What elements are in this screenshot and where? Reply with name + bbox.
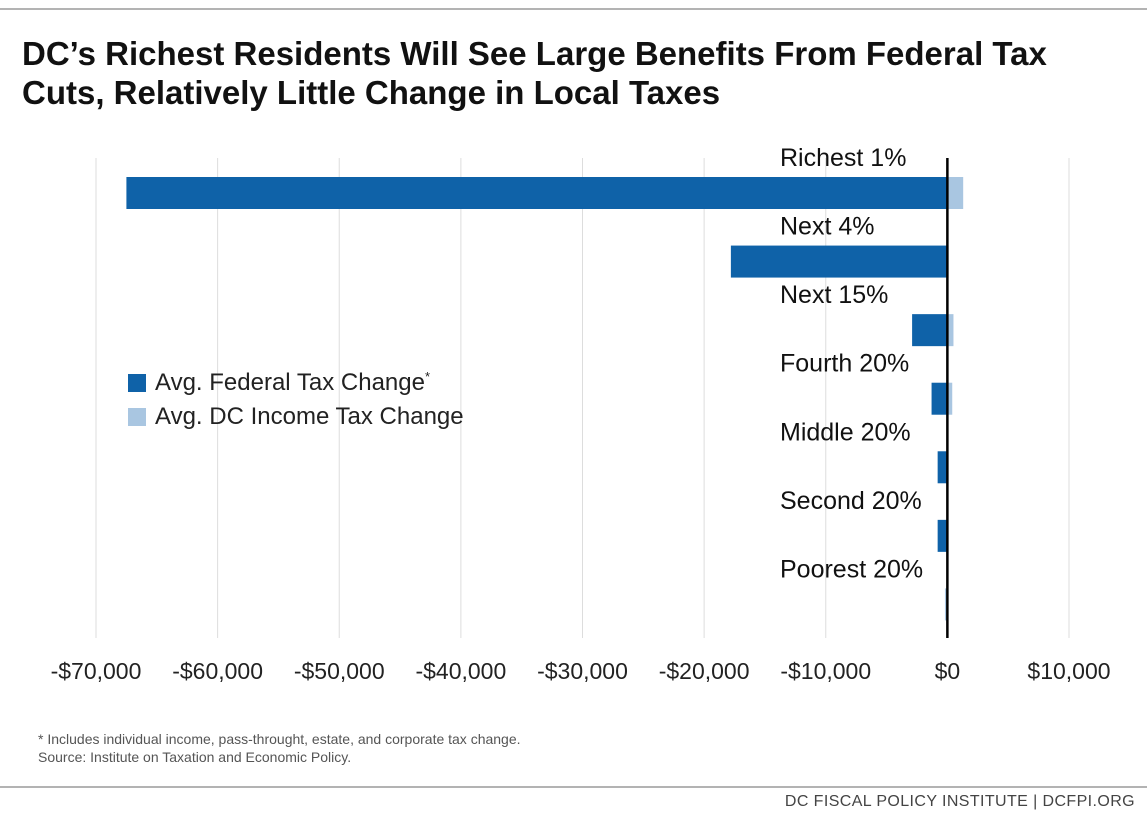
x-tick-label: $0 bbox=[935, 658, 961, 684]
category-label: Next 4% bbox=[780, 213, 874, 241]
x-tick-label: -$10,000 bbox=[780, 658, 871, 684]
legend-swatch-dc bbox=[128, 408, 146, 426]
top-divider bbox=[0, 8, 1147, 10]
legend-label-federal: Avg. Federal Tax Change bbox=[155, 369, 425, 396]
bar-dc bbox=[947, 177, 964, 209]
category-label: Richest 1% bbox=[780, 144, 906, 172]
bottom-divider bbox=[0, 786, 1147, 788]
x-tick-label: -$40,000 bbox=[415, 658, 506, 684]
bar-federal bbox=[126, 177, 948, 209]
x-tick-label: -$70,000 bbox=[51, 658, 142, 684]
legend-item-federal: Avg. Federal Tax Change* bbox=[128, 366, 464, 400]
chart-title: DC’s Richest Residents Will See Large Be… bbox=[22, 35, 1047, 111]
legend-swatch-federal bbox=[128, 374, 146, 392]
bar-federal bbox=[931, 382, 948, 415]
legend-label-dc: Avg. DC Income Tax Change bbox=[155, 403, 464, 430]
x-tick-label: $10,000 bbox=[1027, 658, 1110, 684]
source-line: Source: Institute on Taxation and Econom… bbox=[38, 749, 352, 765]
brand-credit: DC FISCAL POLICY INSTITUTE | DCFPI.ORG bbox=[784, 793, 1135, 810]
bar-federal bbox=[937, 519, 948, 552]
footnote-line: * Includes individual income, pass-throu… bbox=[38, 731, 521, 747]
legend: Avg. Federal Tax Change* Avg. DC Income … bbox=[128, 366, 464, 434]
bar-chart: Richest 1% Next 4% Next 15% Fourth 20% Middl… bbox=[51, 144, 1111, 684]
x-tick-label: -$50,000 bbox=[294, 658, 385, 684]
legend-item-dc: Avg. DC Income Tax Change bbox=[128, 400, 464, 434]
category-label: Next 15% bbox=[780, 281, 888, 309]
x-tick-label: -$30,000 bbox=[537, 658, 628, 684]
bar-federal bbox=[937, 451, 948, 484]
category-label: Middle 20% bbox=[780, 418, 911, 446]
bar-federal bbox=[912, 314, 948, 347]
bar-dc bbox=[947, 382, 953, 415]
bar-dc bbox=[947, 314, 954, 347]
category-label: Poorest 20% bbox=[780, 555, 923, 583]
x-tick-label: -$60,000 bbox=[172, 658, 263, 684]
category-label: Second 20% bbox=[780, 487, 922, 515]
category-label: Fourth 20% bbox=[780, 350, 909, 378]
legend-footnote-marker: * bbox=[424, 369, 431, 384]
bar-federal bbox=[730, 245, 948, 278]
footnote: * Includes individual income, pass-throu… bbox=[38, 730, 521, 766]
x-tick-label: -$20,000 bbox=[659, 658, 750, 684]
